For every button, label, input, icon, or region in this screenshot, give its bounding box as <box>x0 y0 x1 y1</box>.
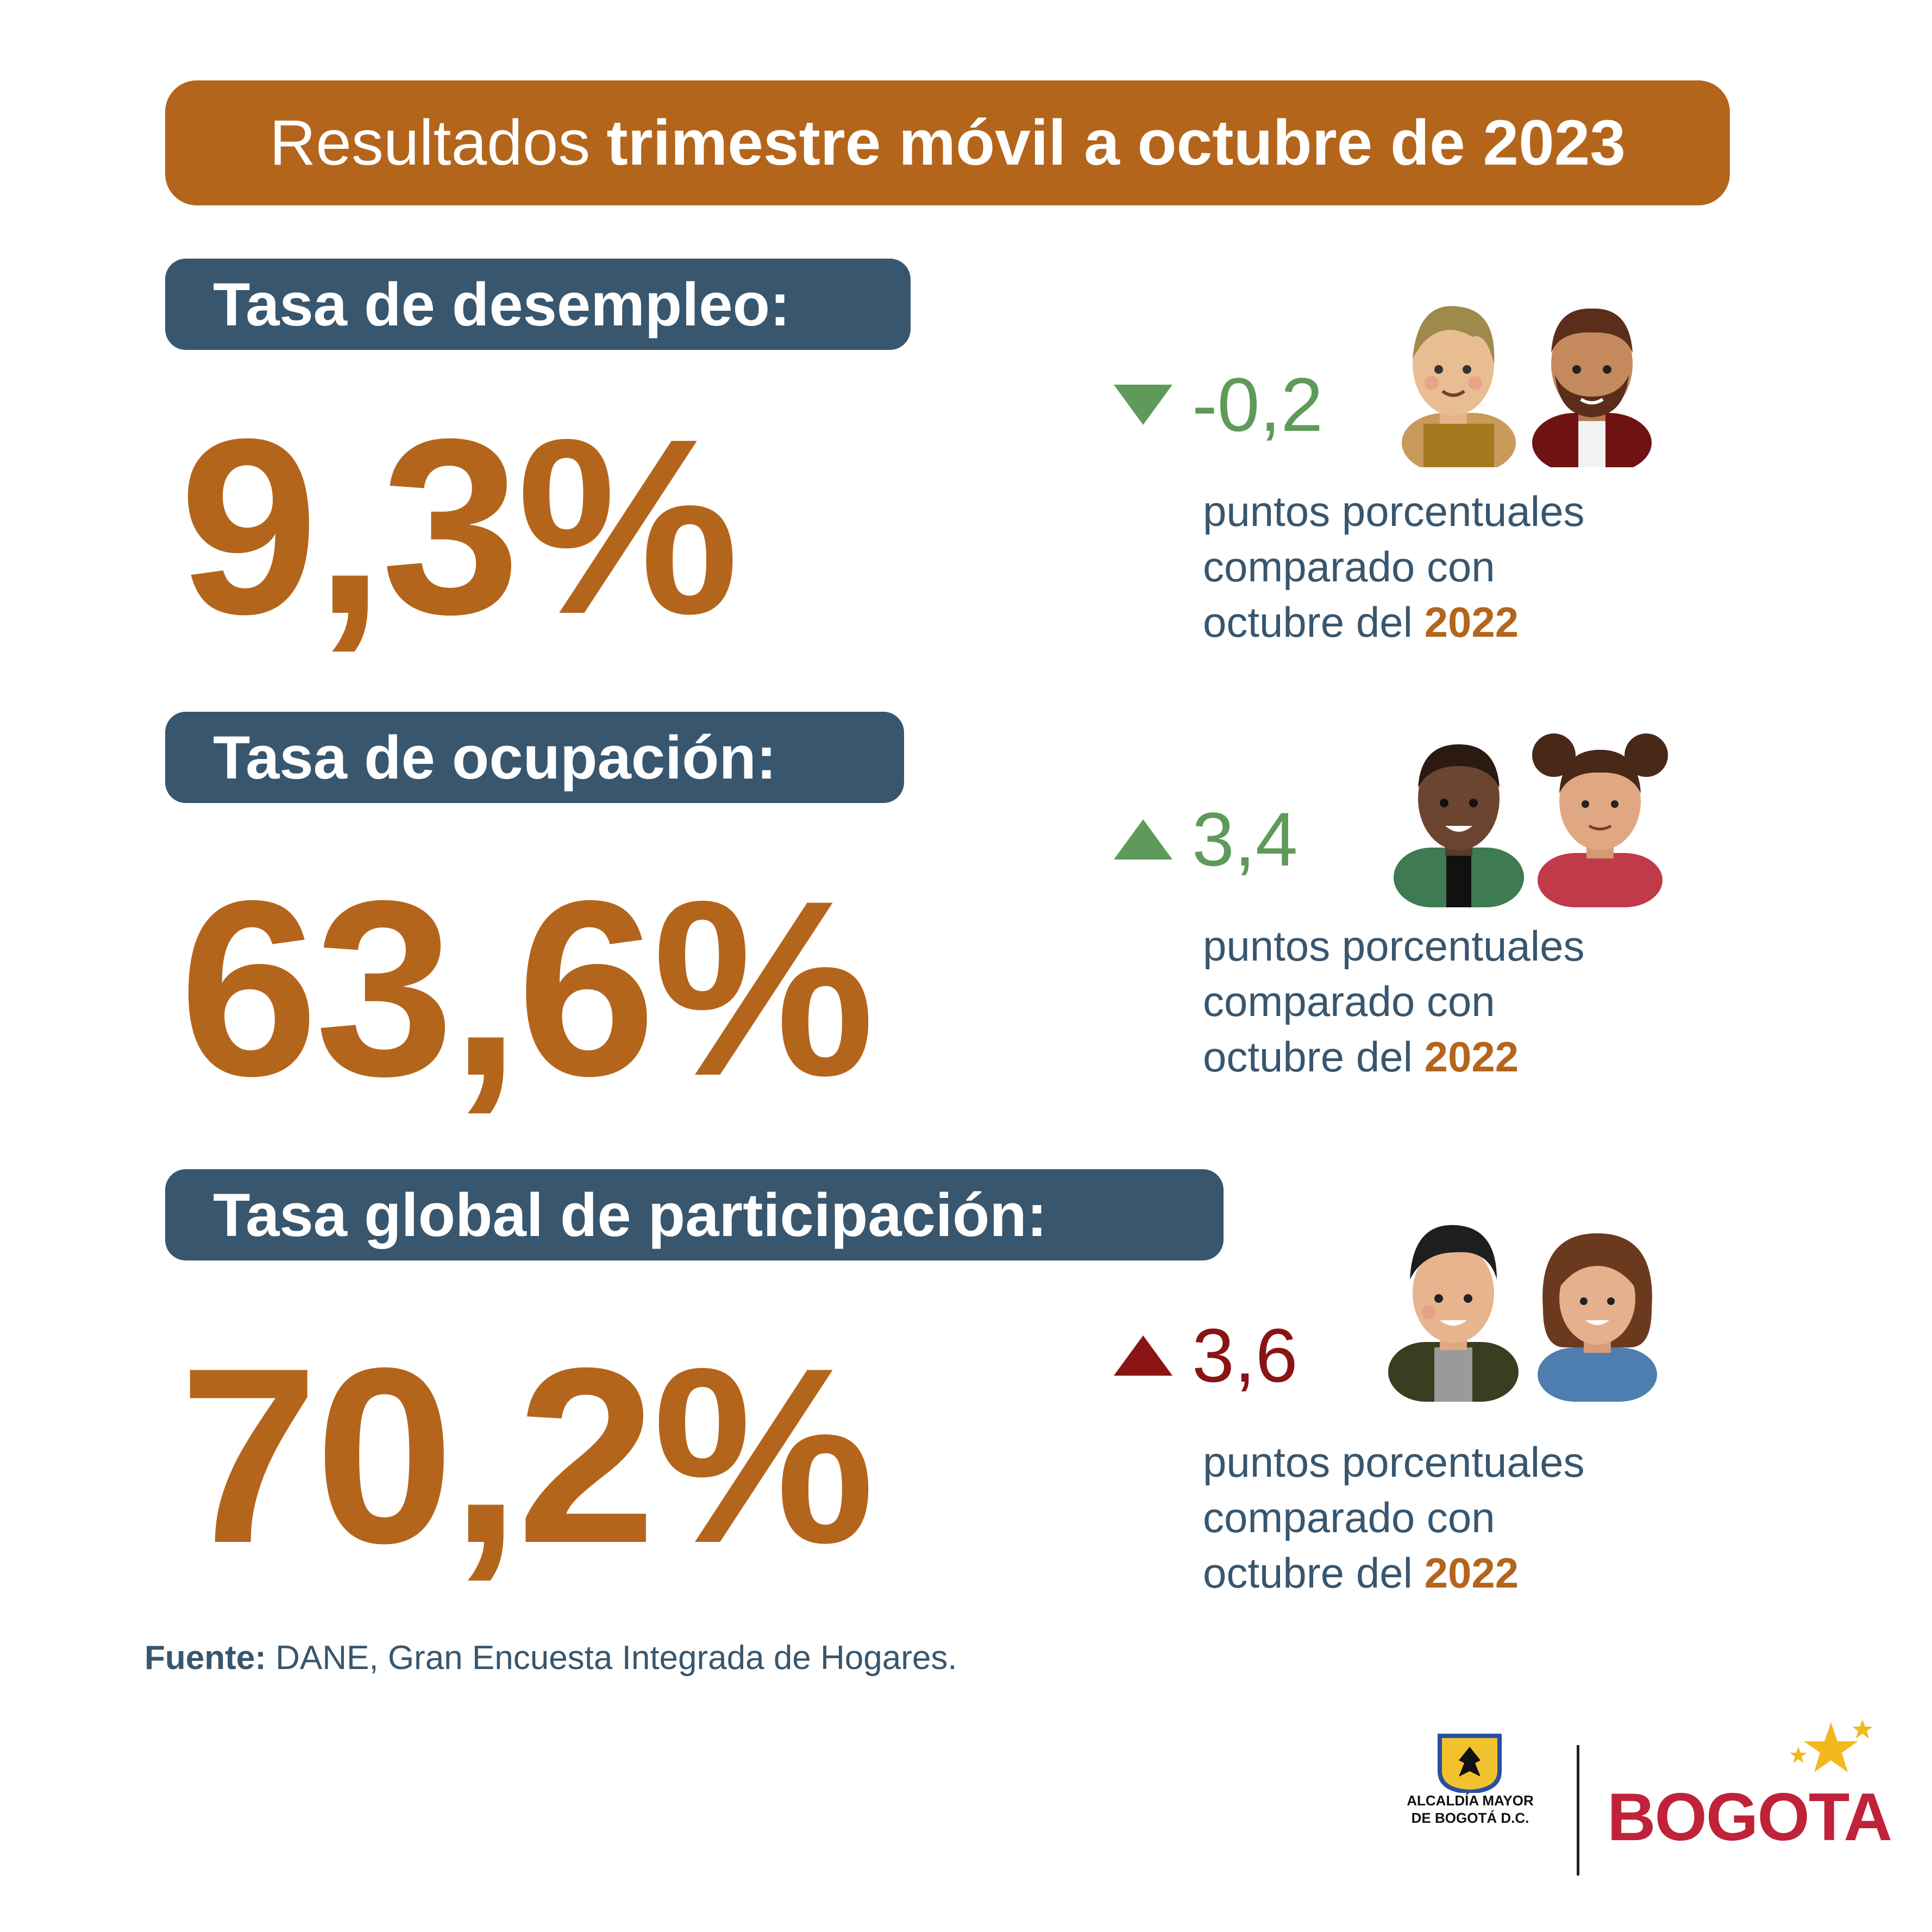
participation-value: 70,2% <box>179 1316 875 1595</box>
title-light: Resultados <box>269 107 591 179</box>
note-line: octubre del 2022 <box>1203 1549 1519 1597</box>
unemployment-change: -0,2 <box>1114 362 1323 447</box>
bearded-man-avatar-icon <box>1532 308 1652 467</box>
note-line: puntos porcentuales <box>1203 1438 1585 1486</box>
unemployment-label: Tasa de desempleo: <box>165 259 911 350</box>
note-line: octubre del 2022 <box>1203 1033 1519 1081</box>
unemployment-note: puntos porcentuales comparado con octubr… <box>1203 484 1746 650</box>
source-text: DANE, Gran Encuesta Integrada de Hogares… <box>275 1639 957 1677</box>
employment-label-text: Tasa de ocupación: <box>213 723 777 792</box>
seal-line: ALCALDÍA MAYOR <box>1407 1792 1534 1809</box>
source-label: Fuente: <box>145 1639 266 1677</box>
note-line: comparado con <box>1203 977 1495 1025</box>
note-year: 2022 <box>1424 598 1519 646</box>
young-man-avatar-icon <box>1388 1225 1519 1402</box>
employment-change: 3,4 <box>1114 796 1298 882</box>
employment-change-value: 3,4 <box>1192 796 1298 882</box>
participation-label-text: Tasa global de participación: <box>213 1181 1047 1249</box>
unemployment-change-value: -0,2 <box>1192 362 1323 447</box>
seal-line: DE BOGOTÁ D.C. <box>1411 1810 1529 1826</box>
bogota-seal-icon <box>1438 1734 1502 1793</box>
woman-avatar-icon <box>1402 306 1516 467</box>
up-arrow-icon <box>1114 819 1172 860</box>
people-illustration-2 <box>1394 733 1668 907</box>
employment-note: puntos porcentuales comparado con octubr… <box>1203 918 1746 1084</box>
note-line: puntos porcentuales <box>1203 922 1585 970</box>
unemployment-label-text: Tasa de desempleo: <box>213 270 791 338</box>
up-arrow-icon <box>1114 1335 1172 1376</box>
note-line: puntos porcentuales <box>1203 487 1585 535</box>
people-illustration-3 <box>1388 1225 1657 1402</box>
unemployment-value: 9,3% <box>179 387 739 666</box>
note-line: octubre del 2022 <box>1203 598 1519 646</box>
down-arrow-icon <box>1114 385 1172 425</box>
note-line: comparado con <box>1203 1494 1495 1541</box>
employment-value: 63,6% <box>179 849 875 1128</box>
participation-change-value: 3,6 <box>1192 1313 1298 1398</box>
bogota-brand-logo: BOGOTA <box>1607 1780 1892 1855</box>
note-year: 2022 <box>1424 1033 1519 1081</box>
note-year: 2022 <box>1424 1549 1519 1597</box>
people-illustration-1 <box>1402 306 1652 467</box>
seal-caption: ALCALDÍA MAYOR DE BOGOTÁ D.C. <box>1389 1792 1552 1827</box>
page-title: Resultados trimestre móvil a octubre de … <box>165 80 1730 205</box>
girl-avatar-icon <box>1532 733 1668 907</box>
employment-label: Tasa de ocupación: <box>165 712 904 803</box>
man-avatar-icon <box>1394 744 1524 907</box>
participation-change: 3,6 <box>1114 1313 1298 1398</box>
note-line: comparado con <box>1203 543 1495 591</box>
source-note: Fuente: DANE, Gran Encuesta Integrada de… <box>145 1639 957 1677</box>
title-bold: trimestre móvil a octubre de 2023 <box>606 107 1626 179</box>
logo-divider <box>1577 1745 1579 1875</box>
participation-note: puntos porcentuales comparado con octubr… <box>1203 1434 1746 1601</box>
participation-label: Tasa global de participación: <box>165 1169 1224 1260</box>
young-woman-avatar-icon <box>1538 1233 1657 1402</box>
stars-icon <box>1790 1720 1873 1772</box>
